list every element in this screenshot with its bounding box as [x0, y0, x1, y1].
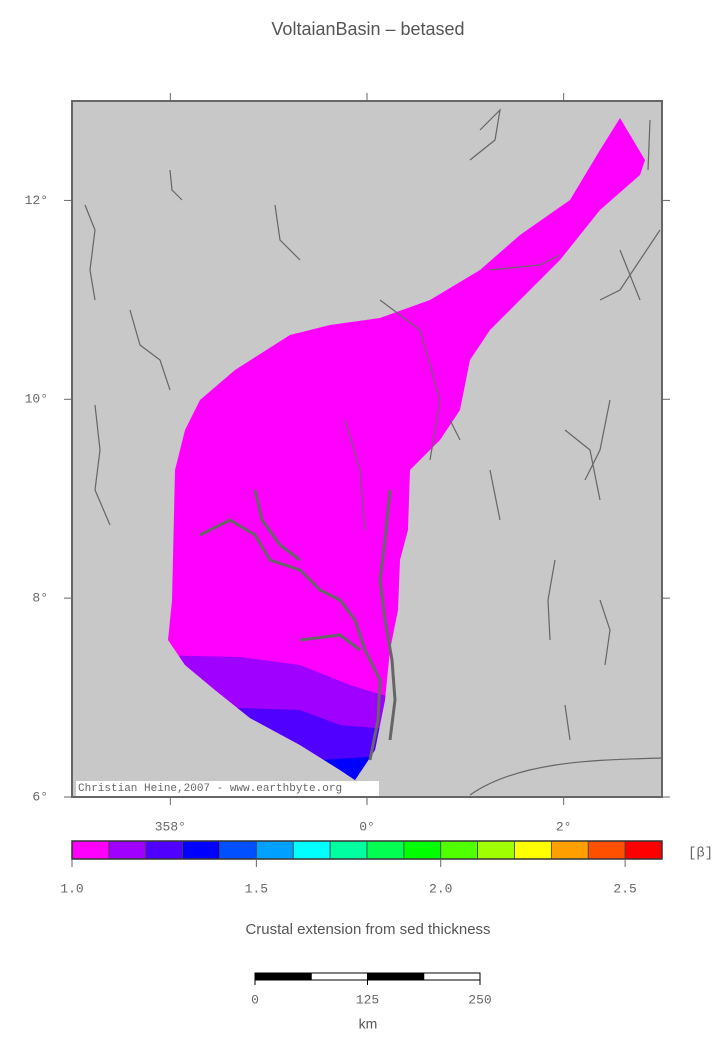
colorbar-cell — [182, 840, 220, 860]
colorbar-cell — [587, 840, 626, 860]
credit: Christian Heine,2007 - www.earthbyte.org — [78, 783, 342, 795]
colorbar-cell — [219, 840, 257, 860]
credit-box — [76, 781, 379, 796]
y-tick-label: 8° — [32, 591, 48, 606]
colorbar-tick-label: 1.5 — [245, 881, 268, 896]
colorbar-tick-label: 1.0 — [60, 881, 83, 896]
colorbar-cell — [145, 840, 184, 860]
colorbar-tick-label: 2.5 — [613, 881, 636, 896]
colorbar-cell — [71, 840, 110, 860]
scalebar-segment — [254, 972, 312, 981]
colorbar-cell — [624, 840, 663, 860]
colorbar-cell — [329, 840, 368, 860]
colorbar-frame — [71, 840, 663, 860]
scalebar-tick-label: 250 — [468, 992, 491, 1007]
y-tick-label: 6° — [32, 789, 48, 804]
colorbar-cell — [108, 840, 147, 860]
scalebar-tick-label: 125 — [356, 992, 379, 1007]
x-tick-label: 358° — [155, 819, 186, 834]
y-tick-label: 12° — [25, 193, 48, 208]
scalebar-tick-label: 0 — [251, 992, 259, 1007]
colorbar-cell — [403, 840, 442, 860]
colorbar-tick-label: 2.0 — [429, 881, 452, 896]
colorbar-cell — [440, 840, 479, 860]
x-tick-label: 0° — [359, 819, 375, 834]
colorbar-cell — [366, 840, 405, 860]
colorbar-cell — [255, 840, 294, 860]
colorbar-unit: [β] — [688, 846, 713, 862]
colorbar-cell — [477, 840, 515, 860]
colorbar-cell — [292, 840, 331, 860]
colorbar-cell — [550, 840, 589, 860]
x-tick-label: 2° — [556, 819, 572, 834]
colorbar-label: Crustal extension from sed thickness — [245, 921, 490, 938]
colorbar-cell — [514, 840, 552, 860]
scalebar-segment — [423, 972, 481, 981]
colorbar: 1.0 1.5 2.0 2.5 — [60, 840, 663, 896]
y-tick-label: 10° — [25, 392, 48, 407]
rivers — [84, 108, 663, 796]
scalebar-unit: km — [359, 1016, 378, 1032]
scalebar-segment — [367, 972, 425, 981]
scalebar-segment — [310, 972, 368, 981]
map-title: VoltaianBasin – betased — [271, 19, 464, 39]
